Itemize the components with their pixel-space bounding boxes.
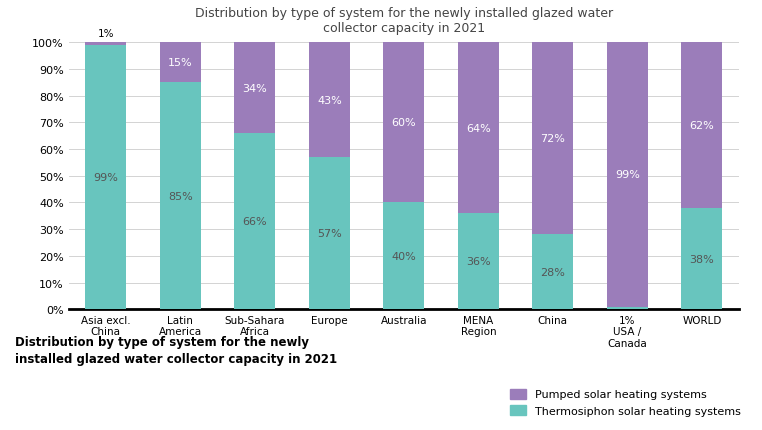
Text: 64%: 64%	[466, 123, 491, 133]
Bar	[533, 235, 573, 310]
Bar	[160, 43, 201, 83]
Bar	[458, 214, 499, 310]
Bar	[85, 43, 126, 46]
Text: 99%: 99%	[94, 172, 118, 183]
Bar	[681, 208, 722, 310]
Text: 62%: 62%	[690, 121, 714, 131]
Text: 38%: 38%	[690, 254, 714, 264]
Bar	[607, 43, 648, 307]
Text: 28%: 28%	[540, 267, 565, 277]
Bar	[533, 43, 573, 235]
Text: 40%: 40%	[392, 251, 416, 261]
Text: 60%: 60%	[392, 118, 416, 128]
Text: 15%: 15%	[168, 58, 193, 68]
Bar	[309, 158, 350, 310]
Text: 66%: 66%	[242, 217, 267, 227]
Text: 57%: 57%	[317, 229, 341, 239]
Text: Distribution by type of system for the newly
installed glazed water collector ca: Distribution by type of system for the n…	[15, 335, 338, 366]
Text: 36%: 36%	[466, 257, 491, 267]
Legend: Pumped solar heating systems, Thermosiphon solar heating systems: Pumped solar heating systems, Thermosiph…	[510, 389, 741, 416]
Bar	[681, 43, 722, 208]
Text: 43%: 43%	[317, 95, 341, 105]
Text: 72%: 72%	[540, 134, 565, 144]
Text: 34%: 34%	[242, 83, 267, 93]
Bar	[85, 46, 126, 310]
Text: 1%: 1%	[98, 29, 114, 39]
Text: 99%: 99%	[615, 170, 640, 180]
Text: 85%: 85%	[168, 191, 193, 201]
Bar	[309, 43, 350, 158]
Bar	[160, 83, 201, 310]
Bar	[235, 134, 275, 310]
Bar	[383, 203, 424, 310]
Bar	[235, 43, 275, 134]
Bar	[383, 43, 424, 203]
Bar	[458, 43, 499, 214]
Bar	[607, 307, 648, 310]
Title: Distribution by type of system for the newly installed glazed water
collector ca: Distribution by type of system for the n…	[195, 7, 613, 35]
